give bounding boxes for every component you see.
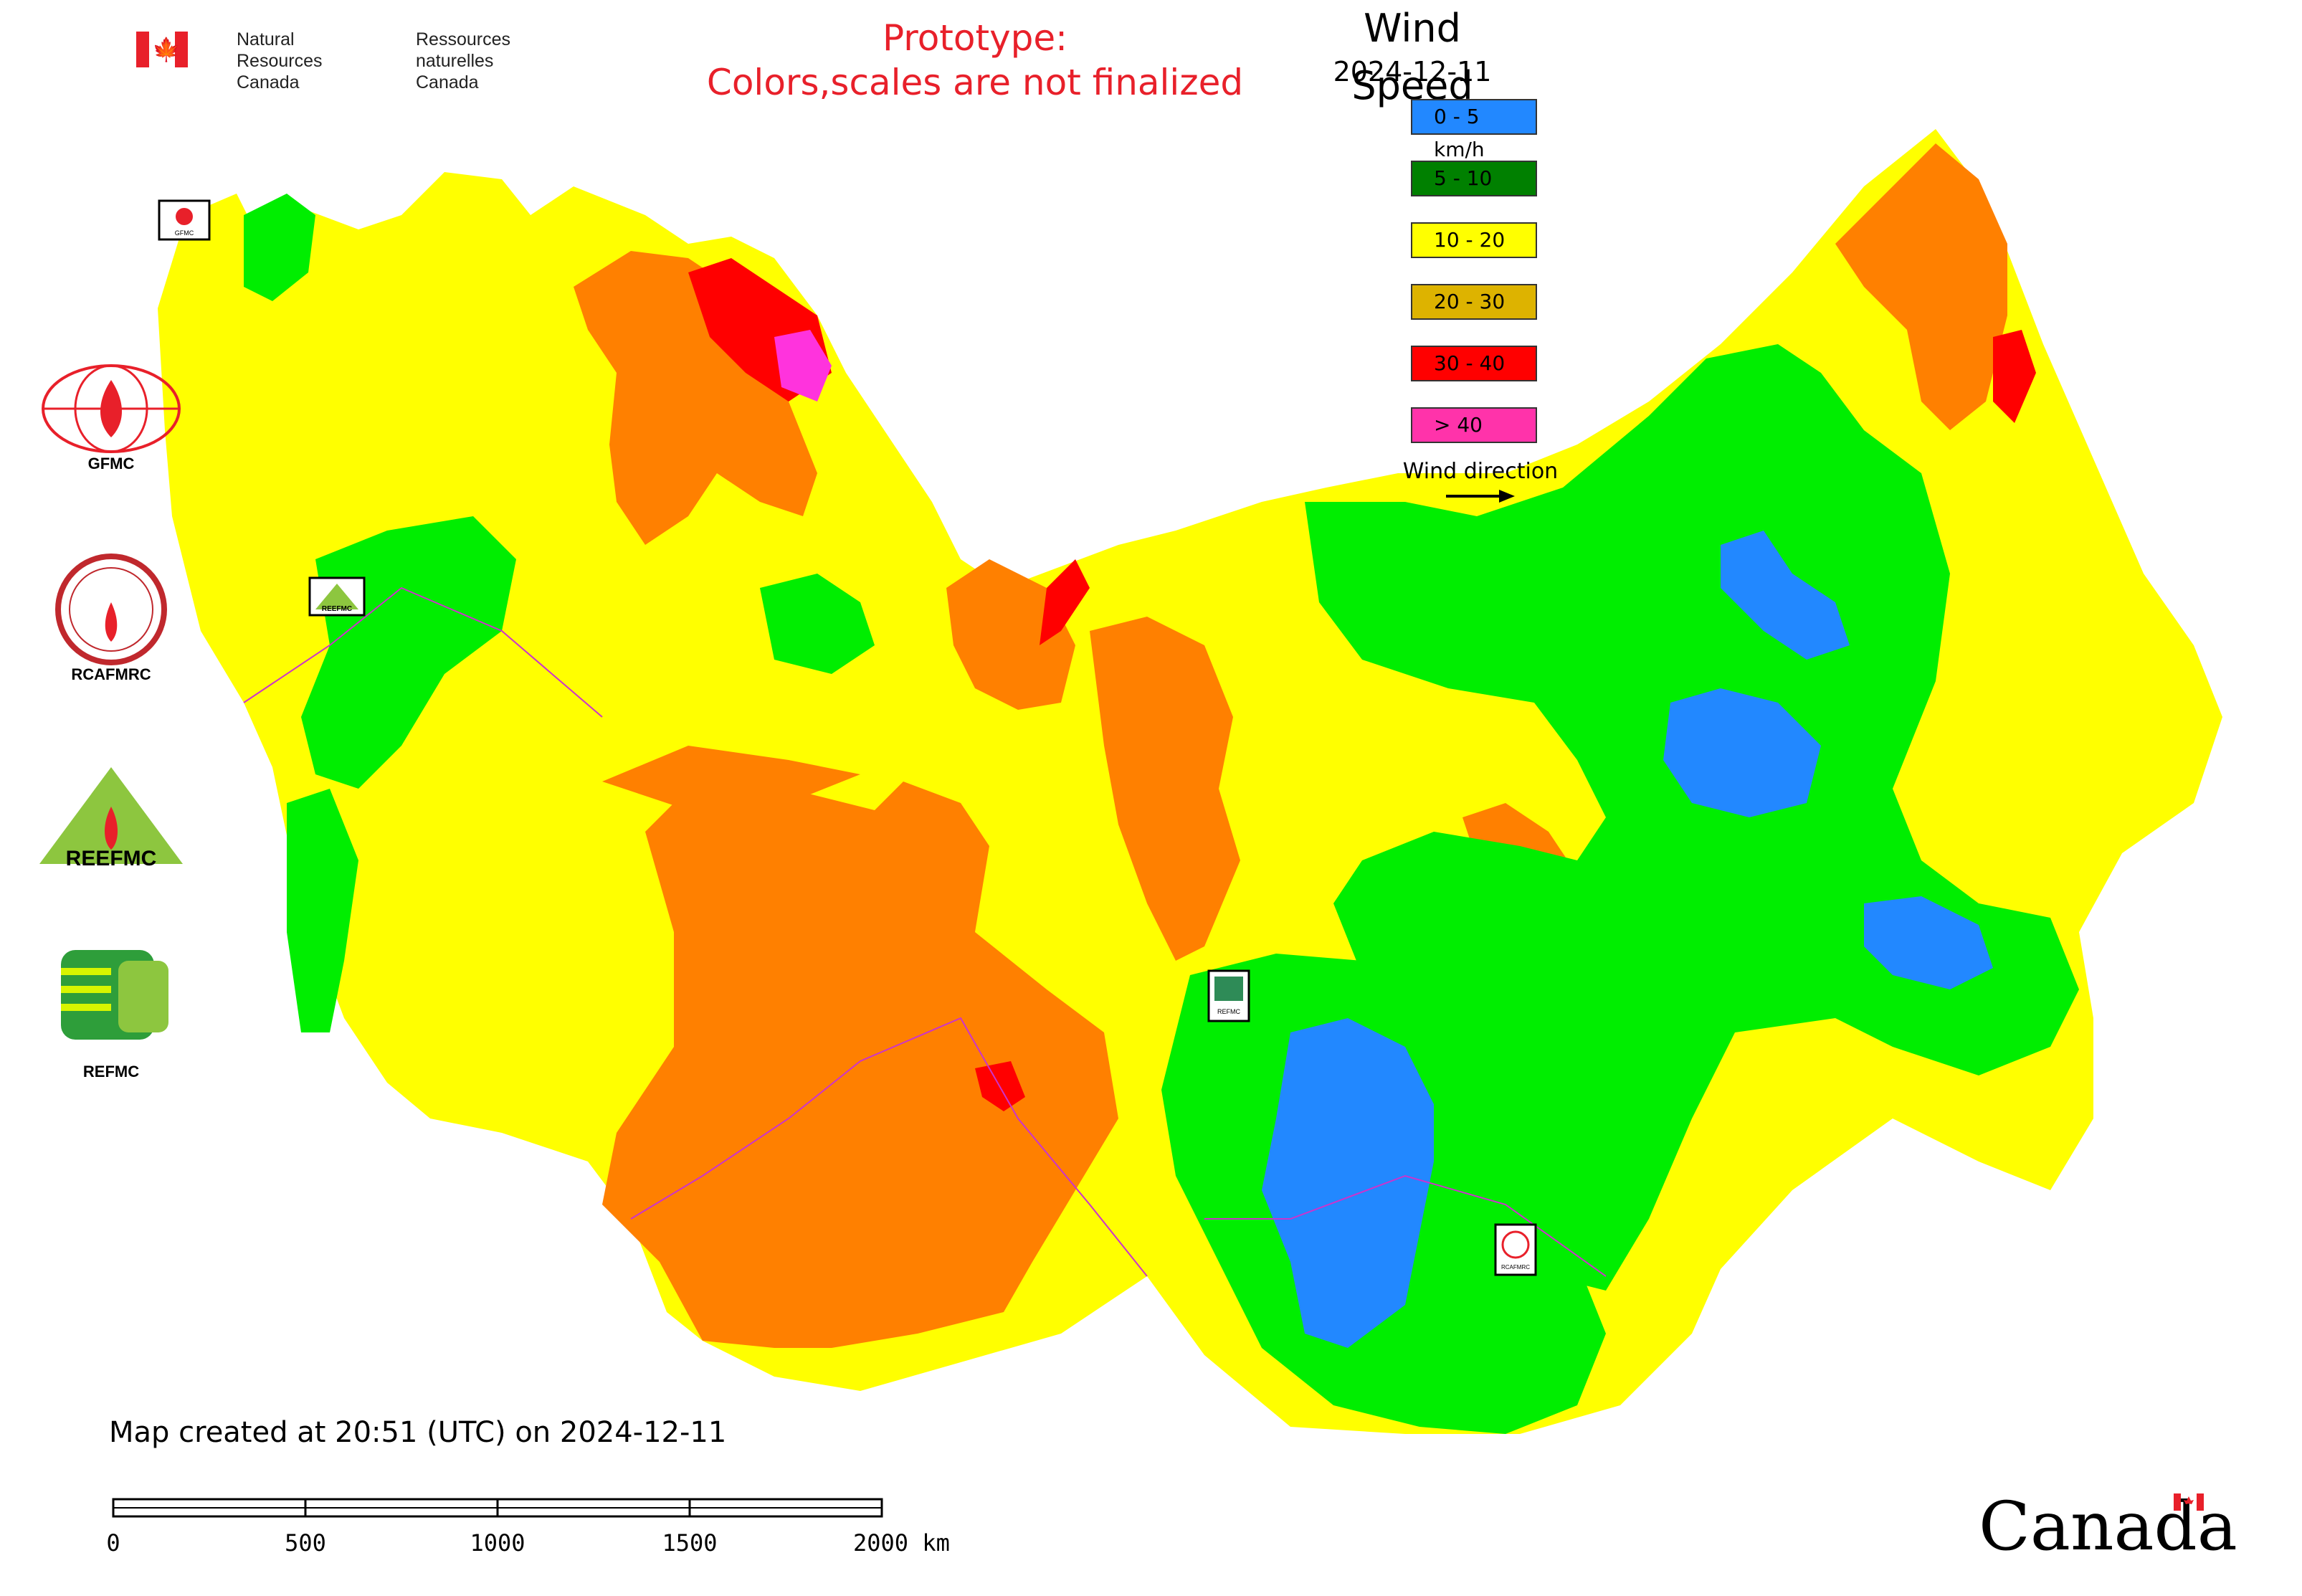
logo-refmc: REFMC bbox=[39, 946, 183, 1080]
legend-item-2: 10 - 20 bbox=[1411, 222, 1537, 258]
legend-item-label: 30 - 40 bbox=[1434, 351, 1506, 375]
legend-item-label: 20 - 30 bbox=[1434, 290, 1506, 313]
logo-reefmc: REEFMC bbox=[36, 764, 186, 874]
logo-reefmc-label: REEFMC bbox=[65, 847, 157, 870]
boundary-west bbox=[243, 586, 603, 718]
scale-tick-0: 0 bbox=[106, 1529, 120, 1557]
map-marker-rcafmrc[interactable]: RCAFMRC bbox=[1494, 1223, 1537, 1276]
canada-flag-icon: 🍁 bbox=[136, 32, 201, 67]
zone-blue-yakutia bbox=[1663, 688, 1821, 817]
zone-blue-baikal bbox=[1262, 1018, 1434, 1348]
canada-wordmark-flag-icon bbox=[2174, 1493, 2204, 1511]
zone-orange-yamal bbox=[946, 559, 1075, 710]
zone-blue-north bbox=[1721, 531, 1850, 660]
legend-title: Wind Speed bbox=[1351, 6, 1473, 108]
rcafmrc-seal-icon bbox=[55, 554, 167, 665]
legend-item-4: 30 - 40 bbox=[1411, 346, 1537, 381]
refmc-sigma-icon bbox=[61, 950, 168, 1040]
logo-rcafmrc: RCAFMRC bbox=[39, 552, 183, 683]
scale-tick-2: 1000 bbox=[470, 1529, 525, 1557]
canada-wordmark: Canada bbox=[1979, 1488, 2237, 1566]
zone-green-urals bbox=[760, 574, 875, 674]
org-name-en-1: Natural Resources bbox=[237, 29, 323, 71]
zone-red-kamchatka bbox=[1993, 330, 2036, 423]
scale-tick-1: 500 bbox=[285, 1529, 326, 1557]
map-marker-rcafmrc-label: RCAFMRC bbox=[1501, 1264, 1530, 1270]
reefmc-triangle-icon bbox=[39, 767, 183, 864]
prototype-line-1: Prototype: bbox=[882, 17, 1068, 59]
zone-orange-east bbox=[1835, 143, 2007, 430]
map-marker-refmc[interactable]: REFMC bbox=[1207, 969, 1250, 1022]
zone-blue-amur bbox=[1864, 896, 1993, 989]
map-marker-reefmc[interactable]: REEFMC bbox=[308, 576, 366, 617]
site-markers: GFMC REEFMC REFMC RCAFMRC bbox=[158, 199, 1537, 1276]
prototype-line-2: Colors,scales are not finalized bbox=[706, 62, 1244, 103]
legend-item-0: 0 - 5 km/h bbox=[1411, 99, 1537, 161]
org-name-fr-2: Canada bbox=[416, 72, 479, 92]
wind-direction-arrow-icon bbox=[1446, 490, 1515, 503]
zone-green-east bbox=[1305, 344, 2079, 1291]
scale-tick-4: 2000 km bbox=[853, 1529, 950, 1557]
gfmc-globe-icon bbox=[42, 364, 181, 453]
map-marker-reefmc-label: REEFMC bbox=[322, 605, 352, 613]
legend-item-3: 20 - 30 bbox=[1411, 284, 1537, 320]
scale-bar: 0 500 1000 1500 2000 km bbox=[106, 1498, 950, 1557]
scale-tick-3: 1500 bbox=[662, 1529, 717, 1557]
legend-item-label: 0 - 5 km/h bbox=[1434, 105, 1485, 161]
zone-orange-siberia bbox=[1090, 617, 1240, 961]
legend-date: 2024-12-11 bbox=[1333, 56, 1492, 87]
map-created-note: Map created at 20:51 (UTC) on 2024-12-11 bbox=[109, 1416, 727, 1449]
zone-red-novaya bbox=[1040, 559, 1090, 645]
legend-item-1: 5 - 10 bbox=[1411, 161, 1537, 196]
org-name-fr-1: Ressources naturelles bbox=[416, 29, 510, 71]
map-marker-gfmc-label: GFMC bbox=[175, 229, 194, 237]
logo-refmc-label: REFMC bbox=[82, 1063, 140, 1080]
boundary-kazakh bbox=[630, 1017, 1148, 1277]
boundaries bbox=[243, 586, 1607, 1277]
zone-green-southwest bbox=[287, 789, 358, 1032]
legend-item-label: 10 - 20 bbox=[1434, 228, 1506, 252]
zone-magenta-kola bbox=[774, 330, 832, 402]
logo-rcafmrc-label: RCAFMRC bbox=[71, 665, 151, 683]
zone-orange-west bbox=[602, 746, 860, 810]
map-marker-gfmc[interactable]: GFMC bbox=[158, 199, 211, 241]
logo-gfmc: GFMC bbox=[39, 358, 183, 472]
map-marker-refmc-label: REFMC bbox=[1217, 1008, 1240, 1015]
legend-item-label: 5 - 10 bbox=[1434, 166, 1493, 190]
legend-item-label: > 40 bbox=[1434, 413, 1483, 437]
prototype-notice: Prototype: Colors,scales are not finaliz… bbox=[638, 16, 1312, 105]
logo-gfmc-label: GFMC bbox=[87, 455, 135, 472]
org-name-en-2: Canada bbox=[237, 72, 300, 92]
zone-green-northwest bbox=[244, 194, 315, 301]
boundary-mongolia bbox=[1204, 1174, 1607, 1277]
legend-item-5: > 40 bbox=[1411, 407, 1537, 443]
wind-direction-label: Wind direction bbox=[1402, 459, 1559, 484]
map-land bbox=[158, 129, 2222, 1434]
